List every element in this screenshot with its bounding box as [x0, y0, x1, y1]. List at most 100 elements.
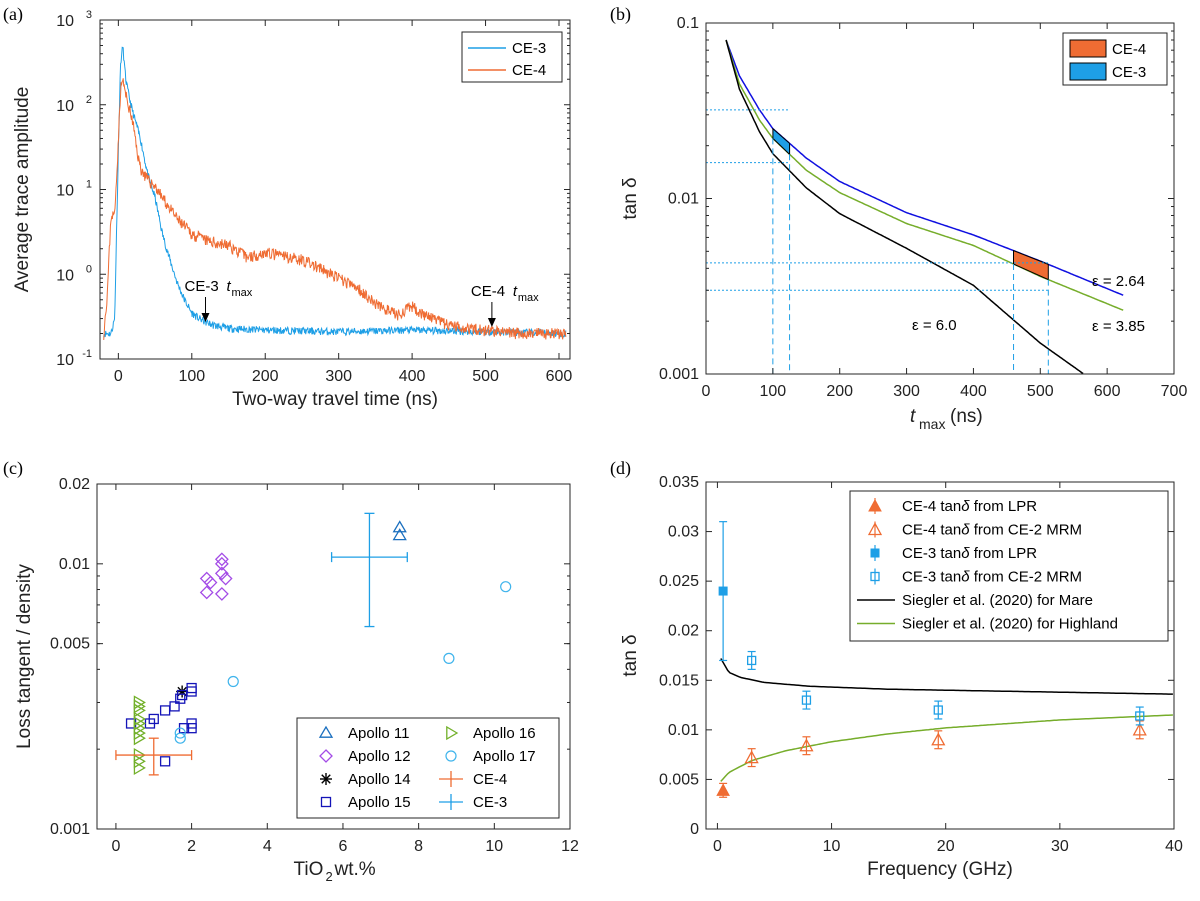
panel-c-xtick-label: 6 — [339, 838, 348, 855]
panel-a-ytick-exponent: -1 — [82, 348, 92, 360]
panel-a-ylabel: Average trace amplitude — [12, 87, 33, 293]
data-point-1 — [744, 750, 759, 764]
panel-d-ytick-label: 0.01 — [668, 722, 699, 739]
data-point-3 — [933, 705, 943, 715]
panel-d-ytick-label: 0.02 — [668, 623, 699, 640]
panel-a-ytick-label: 10 — [56, 13, 74, 30]
panel-label-b: (b) — [610, 4, 631, 25]
data-point-apollo-16 — [133, 703, 146, 718]
curve-label-2: ε = 6.0 — [912, 317, 957, 334]
panel-a-ytick-label: 10 — [56, 183, 74, 200]
panel-a-ytick-label: 10 — [56, 267, 74, 284]
panel-a-xtick-label: 300 — [325, 368, 352, 385]
panel-b-xtick-label: 0 — [702, 383, 711, 400]
panel-label-d: (d) — [610, 458, 631, 479]
panel-a-xtick-label: 100 — [178, 368, 205, 385]
data-point-apollo-17 — [174, 732, 186, 744]
panel-a-annotation-label: CE-3 — [184, 278, 218, 295]
legend-marker-apollo-17 — [445, 750, 457, 762]
data-point-apollo-12 — [214, 587, 229, 601]
data-point-apollo-12 — [214, 566, 229, 581]
data-point-apollo-16 — [133, 760, 146, 776]
panel-a-xtick-label: 600 — [546, 368, 573, 385]
data-point-apollo-15 — [175, 693, 186, 704]
legend-marker-apollo-16 — [446, 725, 459, 741]
series-line-eps-1 — [725, 39, 1124, 311]
panel-c-ytick-label: 0.02 — [59, 476, 90, 493]
panel-a-ytick-exponent: 2 — [86, 94, 92, 106]
legend-swatch-ce-3 — [1069, 62, 1107, 81]
panel-a-annotation-sub: max — [518, 292, 539, 304]
series-line-eps-0 — [725, 39, 1124, 296]
panel-a-ytick-label: 10 — [56, 98, 74, 115]
panel-a-ytick-label: 10 — [56, 352, 74, 369]
curve-label-0: ε = 2.64 — [1092, 273, 1145, 290]
data-point-1 — [931, 732, 946, 746]
legend-marker-apollo-14 — [320, 773, 332, 785]
panel-b-ytick-label: 0.1 — [677, 15, 699, 32]
panel-a-ytick-exponent: 3 — [86, 9, 92, 21]
panel-b-xtick-label: 100 — [760, 383, 787, 400]
panel-a-annotation-label: CE-4 — [471, 283, 505, 300]
panel-d-ytick-label: 0.025 — [659, 573, 699, 590]
legend-label-ce-3: CE-3 — [473, 794, 507, 811]
data-point-1 — [799, 738, 814, 752]
data-point-2 — [718, 586, 728, 596]
legend-swatch-3 — [870, 571, 880, 582]
panel-d-xtick-label: 0 — [713, 838, 722, 855]
legend-label-greek: δ — [961, 522, 970, 539]
data-point-apollo-15 — [186, 718, 197, 729]
legend-label-rest: from CE-2 MRM — [970, 522, 1083, 539]
data-point-apollo-17 — [174, 727, 186, 739]
legend-swatch-2 — [870, 548, 880, 558]
legend-label-2: CE-3 tanδ from LPR — [902, 545, 1037, 562]
legend-label-main: CE-3 tan — [902, 569, 961, 586]
panel-a-xtick-label: 0 — [114, 368, 123, 385]
legend-label-main: CE-3 tan — [902, 545, 961, 562]
panel-b-xtick-label: 500 — [1027, 383, 1054, 400]
panel-c-ylabel: Loss tangent / density — [14, 564, 35, 749]
panel-b-xtick-label: 300 — [893, 383, 920, 400]
legend-label-apollo-17: Apollo 17 — [473, 748, 536, 765]
legend-label-greek: δ — [961, 545, 970, 562]
panel-b-xtick-label: 400 — [960, 383, 987, 400]
legend-box — [461, 31, 563, 83]
panel-label-c: (c) — [3, 458, 23, 479]
panel-c-ytick-label: 0.001 — [50, 821, 90, 838]
panel-c-xtick-label: 8 — [414, 838, 423, 855]
data-point-apollo-15 — [159, 705, 171, 716]
panel-c-xlabel-main: TiO — [294, 859, 324, 880]
data-point-apollo-17 — [500, 581, 512, 593]
panel-a-ytick-exponent: 0 — [86, 263, 92, 275]
panel-c-xlabel-sub: 2 — [326, 869, 333, 884]
panel-b-xtick-label: 200 — [826, 383, 853, 400]
panel-b-xlabel-unit: (ns) — [950, 406, 983, 427]
legend-swatch-0 — [868, 498, 882, 512]
panel-d-ytick-label: 0.015 — [659, 672, 699, 689]
panel-d-frame — [705, 481, 1175, 830]
data-point-apollo-12 — [214, 556, 229, 571]
data-point-1 — [1132, 722, 1147, 736]
panel-a-xtick-label: 500 — [472, 368, 499, 385]
data-point-0 — [716, 783, 730, 796]
data-point-3 — [1135, 711, 1145, 721]
legend-label-3: CE-3 tanδ from CE-2 MRM — [902, 569, 1082, 586]
panel-d-xlabel: Frequency (GHz) — [867, 859, 1013, 880]
panel-d-ylabel: tan δ — [620, 634, 641, 676]
panel-b-ytick-label: 0.001 — [659, 366, 699, 383]
panel-c-xtick-label: 10 — [485, 838, 503, 855]
legend-swatch-ce-4 — [1069, 39, 1107, 58]
legend-label-ce-3: CE-3 — [512, 40, 546, 57]
data-point-apollo-12 — [203, 575, 218, 590]
panel-a-xlabel: Two-way travel time (ns) — [232, 389, 438, 410]
shaded-region-ce-4 — [1013, 249, 1049, 281]
data-point-apollo-12 — [199, 585, 214, 600]
panel-a-annotation-arrowhead — [201, 313, 210, 322]
legend-label-ce-4: CE-4 — [512, 62, 546, 79]
panel-c-frame — [96, 483, 571, 830]
legend-label-5: Siegler et al. (2020) for Highland — [902, 616, 1118, 633]
panel-b-xtick-label: 700 — [1161, 383, 1188, 400]
data-point-apollo-16 — [133, 731, 146, 746]
